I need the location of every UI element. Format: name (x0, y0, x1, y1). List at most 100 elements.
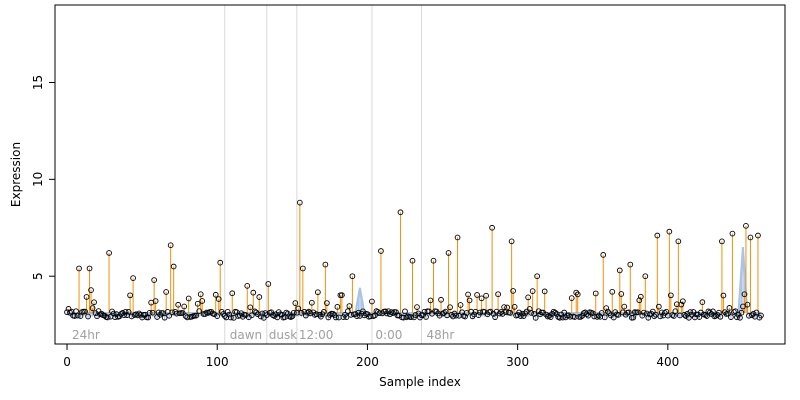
data-point (552, 309, 559, 316)
highlighted-point (454, 234, 461, 241)
data-point (681, 312, 688, 318)
data-point (528, 310, 535, 316)
data-point (125, 308, 132, 315)
data-point (737, 314, 743, 321)
data-point (166, 312, 173, 319)
data-point (71, 313, 78, 319)
data-point (465, 291, 471, 298)
data-point (450, 313, 456, 320)
data-point (214, 313, 221, 319)
highlighted-point (167, 242, 174, 249)
highlighted-point (170, 263, 177, 270)
data-point (547, 314, 554, 320)
data-point (438, 296, 444, 303)
data-point (630, 314, 637, 321)
data-point (750, 310, 757, 317)
data-point (197, 291, 204, 298)
data-point (636, 297, 643, 304)
y-tick-label: 5 (31, 272, 45, 280)
data-point (686, 314, 692, 321)
data-point (91, 299, 97, 306)
data-point (499, 311, 506, 317)
data-point (304, 309, 311, 316)
highlighted-point (106, 250, 112, 256)
data-point (309, 299, 315, 306)
data-point (601, 314, 608, 321)
data-point (678, 301, 685, 308)
highlighted-point (642, 273, 649, 280)
highlighted-point (349, 273, 356, 280)
data-point (369, 298, 375, 305)
data-point (707, 309, 713, 316)
data-point (247, 304, 254, 311)
data-point (224, 308, 231, 315)
region-label: dawn (230, 328, 262, 342)
data-point (122, 308, 129, 315)
highlighted-point (627, 261, 634, 268)
separator-lines (224, 5, 423, 344)
data-point (447, 304, 453, 311)
data-point (738, 309, 745, 316)
data-point (585, 312, 592, 319)
data-point (529, 288, 536, 294)
highlighted-point (534, 273, 541, 280)
data-point (603, 305, 610, 311)
data-point (592, 290, 599, 297)
data-point (101, 312, 108, 319)
data-point (334, 303, 341, 310)
highlighted-point (600, 252, 607, 258)
x-tick-label: 0 (63, 355, 71, 369)
data-point (496, 310, 503, 317)
data-point (402, 308, 408, 315)
data-point (672, 308, 679, 315)
data-point (354, 313, 360, 319)
region-label: 0:00 (375, 328, 402, 342)
highlighted-point (86, 265, 93, 272)
data-point (393, 309, 399, 315)
data-point (345, 308, 351, 314)
data-point (478, 295, 485, 302)
data-point (726, 305, 733, 311)
highlighted-point (296, 199, 303, 206)
data-point (504, 304, 510, 311)
data-point (667, 292, 674, 299)
data-point (621, 303, 628, 310)
data-point (561, 309, 568, 316)
data-point (251, 308, 258, 315)
region-label: dusk (269, 328, 297, 342)
data-point (758, 312, 764, 319)
x-tick-label: 200 (356, 355, 379, 369)
highlighted-point (755, 232, 761, 239)
stem-lines (68, 202, 759, 314)
data-point (559, 314, 566, 321)
data-point (396, 312, 402, 319)
data-point (226, 311, 233, 318)
data-point (639, 312, 646, 319)
data-point (253, 309, 260, 316)
data-point (412, 312, 419, 318)
data-point (420, 312, 426, 318)
data-point (333, 314, 339, 321)
x-tick-label: 300 (506, 355, 529, 369)
highlighted-point (747, 234, 754, 241)
data-point (720, 292, 727, 299)
data-point (85, 313, 91, 320)
data-points (64, 199, 764, 321)
highlighted-point (719, 238, 725, 245)
data-point (604, 308, 611, 315)
data-point (185, 295, 192, 302)
data-point (507, 310, 513, 316)
data-point (699, 299, 706, 305)
data-point (346, 303, 353, 309)
highlighted-point (299, 265, 306, 272)
data-point (343, 314, 350, 320)
data-point (746, 312, 752, 319)
data-point (732, 308, 739, 315)
data-point (390, 310, 396, 316)
data-point (728, 314, 734, 320)
data-point (292, 300, 299, 306)
y-tick-label: 10 (31, 172, 45, 187)
data-point (710, 308, 716, 315)
highlighted-point (378, 248, 384, 254)
data-point (248, 312, 255, 319)
